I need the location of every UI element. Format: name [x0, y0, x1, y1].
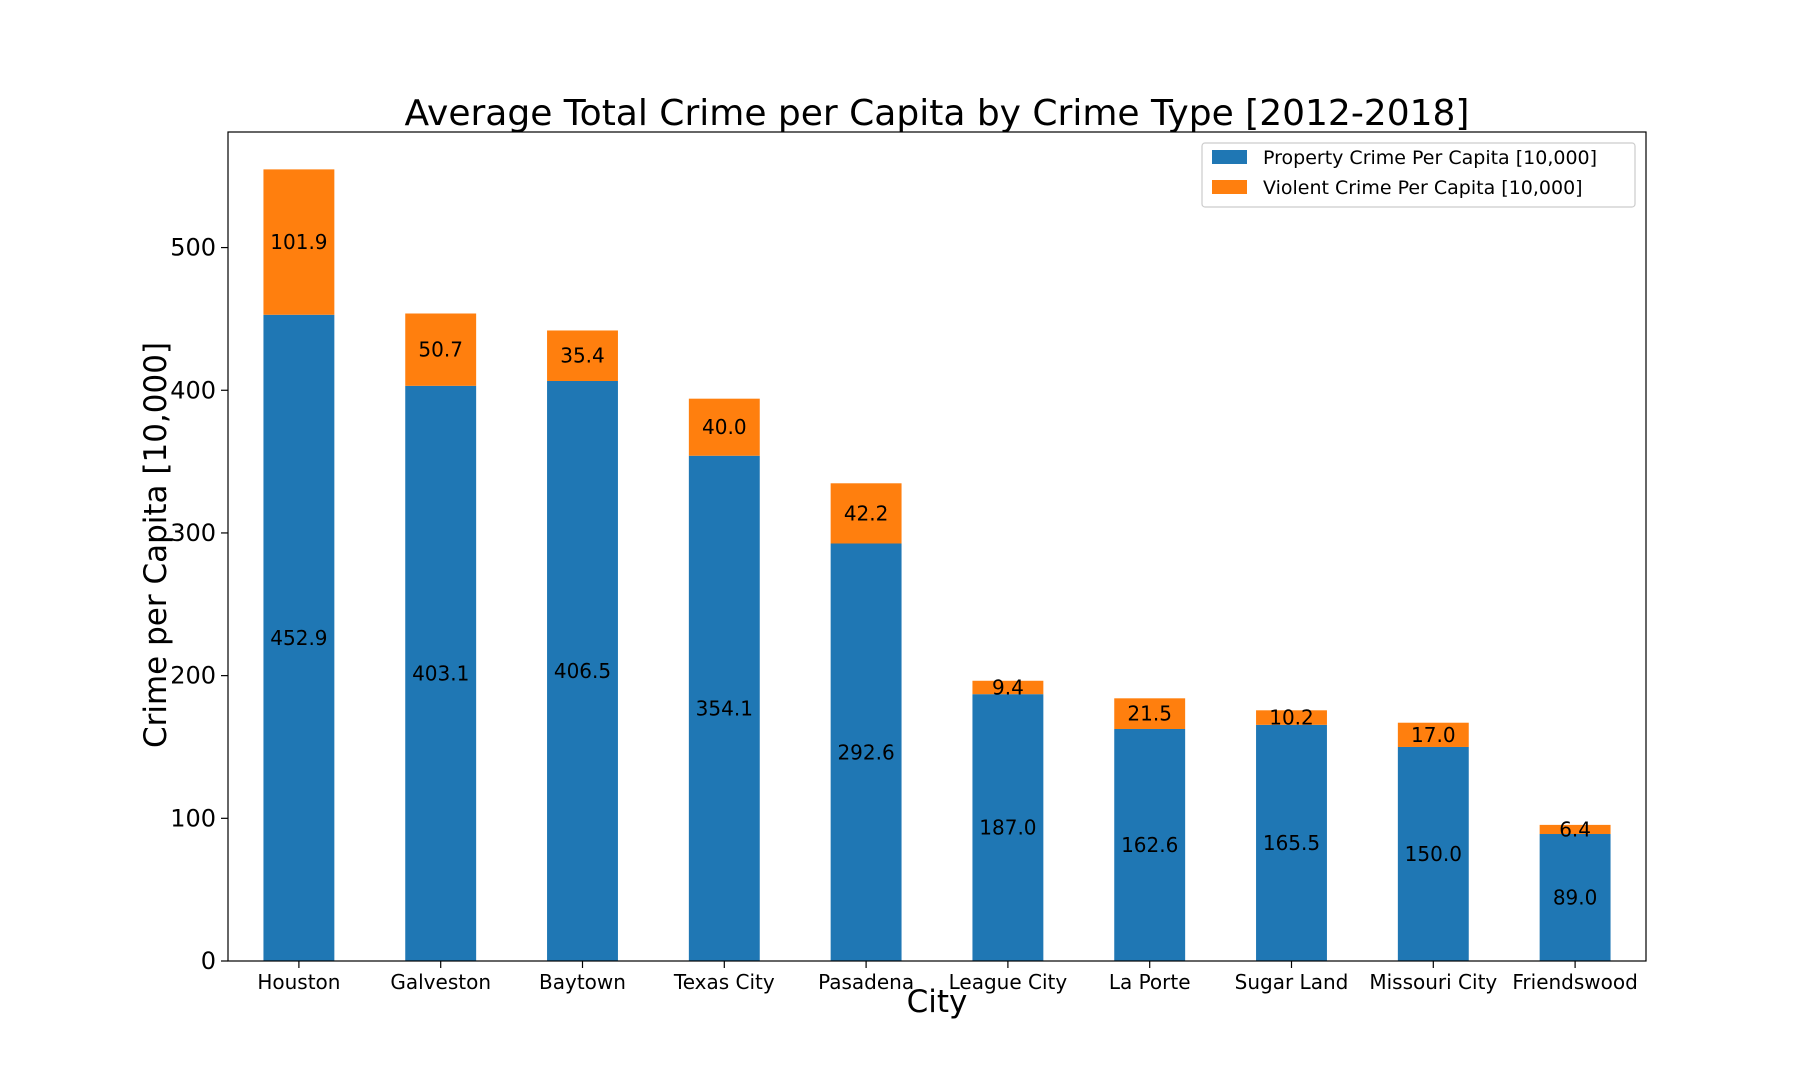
y-axis-label: Crime per Capita [10,000]	[138, 342, 174, 748]
bar-property-missouri-city	[1397, 746, 1469, 961]
bar-property-la-porte	[1114, 728, 1186, 961]
bar-violent-baytown	[547, 330, 618, 381]
x-tick-label: Baytown	[539, 970, 626, 994]
data-label-violent-houston: 101.9	[270, 230, 327, 254]
y-tick-label: 200	[170, 662, 216, 690]
bar-property-friendswood	[1539, 834, 1611, 961]
data-label-property-texas-city: 354.1	[696, 696, 753, 720]
data-label-property-friendswood: 89.0	[1553, 886, 1598, 910]
x-tick-label: La Porte	[1109, 970, 1191, 994]
bar-labels-group: 452.9 101.9 403.1 50.7 406.5 35.4 354.1 40.0 292…	[270, 230, 1597, 909]
bar-property-houston	[263, 314, 335, 961]
data-label-violent-texas-city: 40.0	[702, 415, 747, 439]
data-label-property-missouri-city: 150.0	[1405, 842, 1462, 866]
data-label-violent-baytown: 35.4	[560, 344, 605, 368]
x-axis-label: City	[907, 984, 968, 1020]
data-label-violent-la-porte: 21.5	[1127, 702, 1172, 726]
x-tick-label: Missouri City	[1369, 970, 1497, 994]
chart-title: Average Total Crime per Capita by Crime …	[405, 93, 1470, 134]
data-label-property-houston: 452.9	[270, 626, 327, 650]
bar-violent-friendswood	[1539, 824, 1611, 835]
data-label-property-sugar-land: 165.5	[1263, 831, 1320, 855]
data-label-violent-friendswood: 6.4	[1559, 817, 1591, 841]
data-label-property-baytown: 406.5	[554, 659, 611, 683]
bar-violent-la-porte	[1114, 698, 1186, 729]
x-tick-label: Friendswood	[1512, 970, 1637, 994]
bar-violent-pasadena	[830, 483, 902, 544]
y-tick-label: 0	[201, 947, 216, 975]
data-label-violent-galveston: 50.7	[418, 338, 463, 362]
y-tick-label: 400	[170, 376, 216, 404]
x-axis: Houston Galveston Baytown Texas City Pasaden…	[257, 961, 1638, 994]
y-tick-label: 500	[170, 234, 216, 262]
x-tick-label: Sugar Land	[1235, 970, 1349, 994]
plot-frame	[227, 131, 1647, 962]
bar-property-league-city	[972, 694, 1044, 961]
bar-violent-galveston	[405, 313, 477, 386]
data-label-property-galveston: 403.1	[412, 661, 469, 685]
data-label-property-la-porte: 162.6	[1121, 833, 1178, 857]
x-tick-label: Texas City	[673, 970, 775, 994]
legend-label-property: Property Crime Per Capita [10,000]	[1263, 147, 1597, 169]
y-tick-label: 100	[170, 804, 216, 832]
bar-violent-missouri-city	[1397, 722, 1469, 747]
data-label-violent-league-city: 9.4	[992, 675, 1024, 699]
data-label-violent-missouri-city: 17.0	[1411, 723, 1456, 747]
data-label-property-league-city: 187.0	[979, 816, 1036, 840]
legend-swatch-property	[1212, 150, 1247, 164]
bar-violent-sugar-land	[1256, 710, 1327, 725]
data-label-violent-pasadena: 42.2	[844, 501, 889, 525]
x-tick-label: Pasadena	[818, 970, 914, 994]
bar-violent-league-city	[972, 680, 1044, 695]
data-label-property-pasadena: 292.6	[837, 740, 894, 764]
x-tick-label: League City	[949, 970, 1068, 994]
bar-property-texas-city	[688, 455, 760, 961]
x-tick-label: Houston	[257, 970, 340, 994]
bar-violent-texas-city	[688, 398, 760, 456]
data-label-violent-sugar-land: 10.2	[1269, 706, 1314, 730]
y-tick-label: 300	[170, 519, 216, 547]
bar-property-pasadena	[830, 543, 902, 961]
bar-property-baytown	[547, 380, 618, 962]
x-tick-label: Galveston	[390, 970, 491, 994]
bars-group	[263, 169, 1611, 962]
legend-label-violent: Violent Crime Per Capita [10,000]	[1263, 177, 1583, 199]
legend-swatch-violent	[1212, 180, 1247, 194]
bar-violent-houston	[263, 169, 335, 315]
y-axis: 0 100 200 300 400 500	[170, 234, 228, 975]
legend-frame	[1201, 142, 1636, 208]
bar-property-galveston	[405, 385, 477, 961]
legend: Property Crime Per Capita [10,000] Viole…	[1201, 142, 1636, 208]
bar-property-sugar-land	[1256, 724, 1327, 961]
